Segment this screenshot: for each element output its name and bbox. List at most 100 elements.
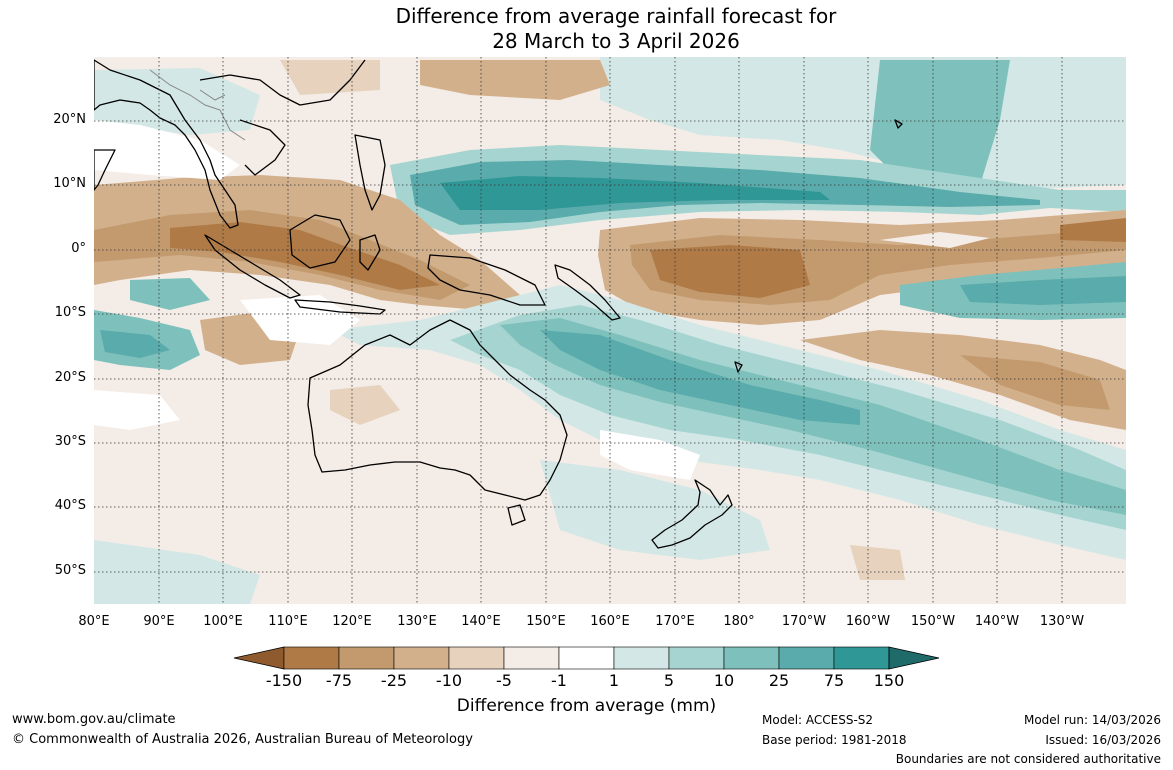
model-text: Model: ACCESS-S2 <box>762 713 874 727</box>
field-brown-interior <box>330 385 400 425</box>
legend-tick-label: -150 <box>265 671 303 690</box>
field-white-indian <box>94 390 180 430</box>
legend-tick-label: -1 <box>551 671 567 690</box>
lon-label-80e: 80°E <box>78 614 110 629</box>
coast-new-zealand <box>651 479 733 549</box>
field-brown-south-pacific <box>800 330 1126 430</box>
legend-swatch <box>558 646 615 670</box>
legend-swatch <box>448 646 505 670</box>
legend-tick-label: 75 <box>823 671 845 690</box>
field-brown-east-core2 <box>1060 218 1126 242</box>
lon-label-170e: 170°E <box>655 614 695 629</box>
lat-label-40s: 40°S <box>54 498 86 513</box>
coast-solomons <box>554 264 621 321</box>
border-line-1 <box>149 69 246 141</box>
legend-tick-label: -5 <box>496 671 512 690</box>
legend-tick-label: 1 <box>608 671 620 690</box>
lon-label-150e: 150°E <box>526 614 566 629</box>
legend-swatch <box>833 646 890 670</box>
lat-label-20s: 20°S <box>54 370 86 385</box>
coast-south-asia <box>94 59 239 229</box>
field-white-sunda <box>240 295 360 345</box>
field-brown-east-core <box>650 245 810 298</box>
legend-tick-label: -10 <box>435 671 463 690</box>
legend-swatch <box>778 646 835 670</box>
legend-swatch <box>393 646 450 670</box>
coast-china <box>199 59 366 106</box>
lon-label-170w: 170°W <box>781 614 827 629</box>
field-teal-eq-core <box>440 176 830 210</box>
coast-java <box>294 299 386 315</box>
country-borders <box>149 69 246 141</box>
lon-label-160w: 160°W <box>845 614 891 629</box>
field-brown-south-pacific-core <box>960 355 1110 410</box>
coast-philippines <box>354 134 386 211</box>
coast-india <box>94 149 116 191</box>
field-brown-n <box>420 60 610 100</box>
legend-swatch <box>723 646 780 670</box>
coastlines <box>94 59 903 549</box>
coast-tasmania <box>507 504 526 526</box>
lon-label-120e: 120°E <box>332 614 372 629</box>
coast-australia <box>307 319 568 501</box>
legend-swatch <box>283 646 340 670</box>
graticule <box>94 57 1126 604</box>
coast-new-guinea <box>427 254 546 306</box>
coast-borneo <box>289 214 351 269</box>
lon-label-100e: 100°E <box>203 614 243 629</box>
legend-arrow-low <box>233 646 285 670</box>
title-line-1: Difference from average rainfall forecas… <box>395 4 837 28</box>
lat-label-10s: 10°S <box>54 305 86 320</box>
legend-title: Difference from average (mm) <box>456 696 717 716</box>
legend-arrow-high <box>888 646 940 670</box>
lon-label-130w: 130°W <box>1039 614 1085 629</box>
legend-swatch <box>503 646 560 670</box>
legend-tick-label: 5 <box>663 671 675 690</box>
field-teal-indian-2 <box>130 278 210 310</box>
model-run-text: Model run: 14/03/2026 <box>1023 713 1161 727</box>
lon-label-110e: 110°E <box>268 614 308 629</box>
issued-text: Issued: 16/03/2026 <box>1045 733 1161 747</box>
legend-colorbar <box>233 646 940 670</box>
rainfall-field <box>94 57 1126 604</box>
website-link[interactable]: www.bom.gov.au/climate <box>12 712 176 727</box>
legend-swatch <box>613 646 670 670</box>
base-period-text: Base period: 1981-2018 <box>762 733 907 747</box>
lat-label-20n: 20°N <box>53 112 86 127</box>
field-teal-spcz-core <box>540 330 860 425</box>
coast-fiji <box>734 361 743 373</box>
coast-sulawesi <box>359 234 381 271</box>
border-line-2 <box>199 89 226 101</box>
chart-title: Difference from average rainfall forecas… <box>0 4 1173 54</box>
lon-label-160e: 160°E <box>590 614 630 629</box>
boundaries-note: Boundaries are not considered authoritat… <box>895 752 1161 766</box>
field-brown-n2 <box>280 60 380 95</box>
copyright-text: © Commonwealth of Australia 2026, Austra… <box>12 732 473 747</box>
lat-label-50s: 50°S <box>54 563 86 578</box>
lon-label-140e: 140°E <box>461 614 501 629</box>
lat-label-0: 0° <box>71 241 86 256</box>
legend-tick-label: -75 <box>325 671 353 690</box>
field-brown-far-south <box>850 545 905 580</box>
legend-tick-label: -25 <box>380 671 408 690</box>
lon-label-90e: 90°E <box>143 614 175 629</box>
lon-label-180: 180° <box>723 614 755 629</box>
legend-tick-label: 10 <box>713 671 735 690</box>
title-line-2: 28 March to 3 April 2026 <box>492 29 740 53</box>
field-brown-west-core <box>170 222 440 290</box>
field-teal-se-eq-core <box>960 276 1126 305</box>
legend-swatch <box>668 646 725 670</box>
field-teal-nw <box>94 68 260 135</box>
field-white-coral <box>600 430 700 480</box>
field-teal-indian-core <box>100 330 170 358</box>
lon-label-150w: 150°W <box>910 614 956 629</box>
field-teal-n-core <box>870 60 1010 185</box>
field-teal-tasman <box>540 460 770 560</box>
lat-label-10n: 10°N <box>53 176 86 191</box>
coast-sumatra <box>204 234 301 299</box>
field-white-bay <box>94 120 240 180</box>
legend-swatch <box>338 646 395 670</box>
field-teal-sw <box>94 540 260 604</box>
lon-label-130e: 130°E <box>397 614 437 629</box>
